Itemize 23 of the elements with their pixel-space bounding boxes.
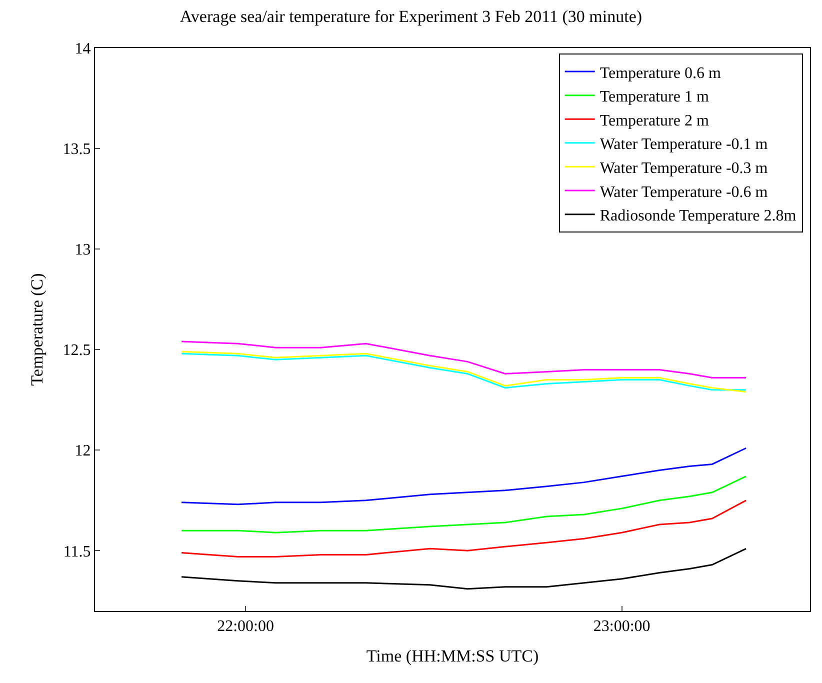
x-tick-label: 23:00:00 xyxy=(593,618,650,636)
legend-label: Radiosonde Temperature 2.8m xyxy=(600,208,797,225)
line-series xyxy=(180,476,747,534)
line-series xyxy=(180,340,747,379)
legend-label: Water Temperature -0.3 m xyxy=(600,160,768,177)
y-axis-title: Temperature (C) xyxy=(27,273,46,386)
legend-label: Water Temperature -0.1 m xyxy=(600,136,768,154)
y-tick-label: 12 xyxy=(74,442,91,460)
line-series xyxy=(180,447,747,506)
line-series xyxy=(180,548,747,590)
chart-title: Average sea/air temperature for Experiment 3 Feb 2011 (30 minute) xyxy=(180,7,642,26)
x-axis-title: Time (HH:MM:SS UTC) xyxy=(366,646,539,666)
legend-label: Temperature 2 m xyxy=(600,112,710,130)
legend-label: Temperature 0.6 m xyxy=(600,64,722,82)
y-tick-label: 11.5 xyxy=(63,543,91,560)
legend-label: Water Temperature -0.6 m xyxy=(600,184,768,201)
y-tick-label: 12.5 xyxy=(62,342,91,360)
y-tick-label: 13 xyxy=(74,242,91,259)
x-tick-label: 22:00:00 xyxy=(217,618,274,636)
line-series xyxy=(180,500,747,558)
legend-label: Temperature 1 m xyxy=(600,88,710,106)
y-tick-label: 14 xyxy=(74,40,91,58)
y-tick-label: 13.5 xyxy=(62,141,91,158)
